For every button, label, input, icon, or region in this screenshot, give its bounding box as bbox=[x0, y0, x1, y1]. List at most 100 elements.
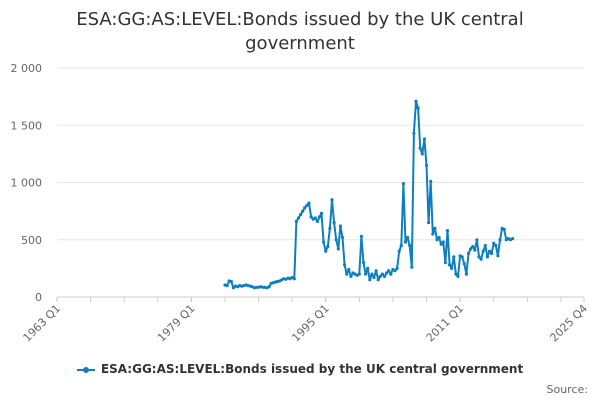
data-point bbox=[385, 271, 389, 275]
data-point bbox=[510, 237, 515, 241]
data-point bbox=[326, 245, 330, 249]
data-point bbox=[485, 255, 489, 259]
data-point bbox=[292, 277, 296, 281]
data-point bbox=[464, 272, 468, 276]
data-point bbox=[334, 238, 338, 242]
data-point bbox=[370, 272, 374, 276]
data-point bbox=[315, 219, 319, 223]
data-point bbox=[403, 240, 408, 244]
data-point bbox=[496, 254, 500, 258]
data-point bbox=[393, 269, 397, 273]
data-point bbox=[502, 227, 506, 231]
data-point bbox=[483, 243, 487, 248]
data-point bbox=[408, 243, 412, 248]
data-point bbox=[412, 131, 416, 135]
data-point bbox=[471, 245, 475, 249]
data-point bbox=[368, 278, 372, 282]
data-point bbox=[492, 241, 496, 245]
data-point bbox=[473, 248, 477, 252]
data-point bbox=[343, 263, 347, 267]
y-tick-label: 1 000 bbox=[11, 177, 43, 190]
data-point bbox=[475, 238, 479, 242]
source-label: Source: bbox=[546, 383, 589, 396]
data-point bbox=[418, 146, 422, 150]
data-point bbox=[429, 179, 433, 183]
data-point bbox=[433, 226, 437, 230]
y-tick-label: 500 bbox=[21, 234, 42, 247]
data-point bbox=[424, 163, 429, 167]
data-point bbox=[359, 234, 363, 238]
data-point bbox=[366, 266, 370, 270]
data-point bbox=[420, 152, 424, 156]
data-point bbox=[414, 99, 418, 103]
data-point bbox=[399, 243, 403, 248]
legend[interactable]: ESA:GG:AS:LEVEL:Bonds issued by the UK c… bbox=[0, 362, 600, 376]
data-point bbox=[454, 272, 458, 276]
data-point bbox=[401, 182, 405, 186]
data-point bbox=[387, 269, 391, 273]
data-point bbox=[389, 272, 393, 276]
data-point bbox=[422, 137, 426, 141]
data-point bbox=[357, 272, 361, 276]
x-axis: 1963 Q1 1979 Q1 1995 Q1 2011 Q1 2025 Q4 bbox=[21, 296, 591, 345]
data-point bbox=[267, 285, 271, 289]
data-point bbox=[416, 106, 420, 110]
data-point bbox=[338, 224, 342, 228]
y-gridlines bbox=[57, 67, 584, 298]
x-tick-label: 2011 Q1 bbox=[424, 302, 467, 345]
series-line bbox=[224, 100, 514, 289]
data-point bbox=[299, 213, 303, 217]
x-tick-label: 2025 Q4 bbox=[548, 302, 591, 345]
data-point bbox=[481, 249, 485, 253]
data-point bbox=[435, 238, 439, 242]
data-point bbox=[441, 240, 445, 244]
data-point bbox=[349, 274, 353, 278]
data-point bbox=[345, 272, 349, 276]
data-point bbox=[372, 275, 376, 280]
y-axis-ticks: 0 500 1 000 1 500 2 000 bbox=[11, 62, 43, 304]
data-point bbox=[397, 249, 401, 253]
data-point bbox=[382, 274, 387, 278]
data-point bbox=[445, 229, 450, 233]
data-point bbox=[317, 215, 322, 219]
series-layer bbox=[223, 99, 515, 290]
data-point bbox=[395, 266, 399, 270]
data-point bbox=[460, 255, 464, 259]
data-point bbox=[303, 206, 307, 210]
data-point bbox=[431, 232, 435, 236]
data-point bbox=[319, 211, 324, 215]
data-point bbox=[225, 284, 229, 288]
y-tick-label: 1 500 bbox=[11, 119, 43, 132]
chart-title: ESA:GG:AS:LEVEL:Bonds issued by the UK c… bbox=[76, 9, 524, 54]
data-point bbox=[294, 219, 298, 223]
data-point bbox=[347, 267, 351, 272]
data-point bbox=[462, 262, 466, 266]
data-point bbox=[296, 216, 301, 220]
data-point bbox=[301, 209, 305, 213]
data-point bbox=[322, 240, 326, 244]
data-point bbox=[378, 274, 382, 278]
x-tick-label: 1979 Q1 bbox=[155, 302, 198, 345]
data-point bbox=[490, 251, 494, 256]
data-point bbox=[477, 255, 481, 259]
data-point bbox=[309, 215, 313, 219]
data-point bbox=[307, 201, 311, 205]
data-point bbox=[380, 272, 384, 276]
data-point bbox=[452, 255, 456, 259]
data-point bbox=[437, 235, 441, 240]
data-point bbox=[332, 221, 336, 225]
data-point bbox=[466, 251, 471, 256]
data-point bbox=[376, 278, 380, 282]
data-point bbox=[361, 261, 366, 265]
x-tick-label: 1995 Q1 bbox=[289, 302, 332, 345]
data-point bbox=[374, 269, 378, 273]
data-point bbox=[498, 238, 502, 242]
data-point bbox=[313, 216, 317, 220]
data-point bbox=[229, 279, 233, 284]
data-point bbox=[410, 265, 414, 269]
data-point bbox=[328, 226, 332, 230]
data-point bbox=[494, 243, 498, 248]
data-point bbox=[479, 257, 483, 261]
x-tick-label: 1963 Q1 bbox=[21, 302, 64, 345]
